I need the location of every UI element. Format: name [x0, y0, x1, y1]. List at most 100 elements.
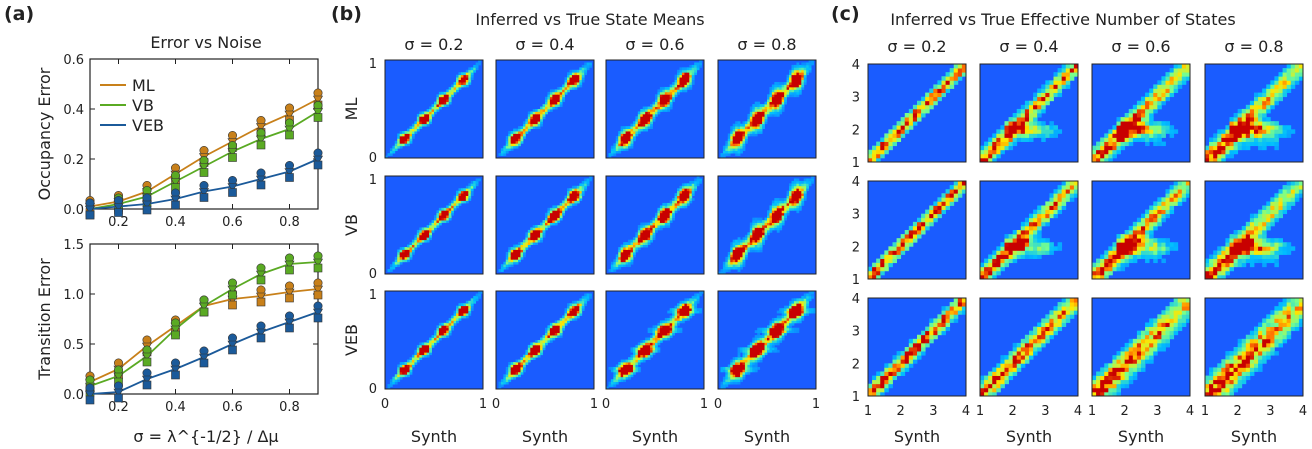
heatmap-cell [414, 359, 418, 363]
heatmap-cell [691, 305, 695, 309]
heatmap-cell [458, 305, 462, 309]
heatmap-cell [1145, 113, 1150, 118]
heatmap-cell [448, 212, 452, 216]
heatmap-cell [801, 295, 805, 299]
heatmap-cell [672, 86, 675, 90]
heatmap-frame [384, 175, 484, 275]
heatmap-cell [757, 342, 761, 346]
heatmap-cell [730, 381, 734, 385]
heatmap-cell [752, 337, 756, 341]
heatmap-cell [1241, 129, 1247, 134]
heatmap-cell [647, 222, 651, 226]
heatmap-cell [735, 131, 738, 134]
heatmap-cell [1245, 145, 1251, 151]
heatmap-cell [679, 74, 683, 78]
heatmap-cell [628, 359, 631, 363]
heatmap-cell [689, 200, 693, 204]
heatmap-cell [686, 69, 690, 73]
heatmap-cell [564, 82, 568, 85]
heatmap-cell [642, 354, 646, 358]
heatmap-cell [571, 188, 575, 192]
heatmap-cell [1290, 64, 1296, 69]
heatmap-cell [776, 106, 780, 110]
heatmap-cell [749, 126, 753, 129]
heatmap-cell [681, 313, 685, 316]
heatmap-cell [392, 148, 396, 152]
heatmap-cell [441, 94, 445, 98]
heatmap-cell [652, 342, 656, 346]
heatmap-cell [767, 335, 770, 338]
heatmap-cell [431, 222, 435, 226]
heatmap-cell [460, 72, 464, 76]
heatmap-cell [744, 352, 748, 356]
heatmap-cell [720, 369, 724, 373]
heatmap-cell [722, 269, 726, 272]
heatmap-cell [635, 116, 639, 120]
heatmap-cell [1254, 96, 1259, 102]
heatmap-cell [416, 354, 420, 358]
heatmap-cell [460, 195, 464, 199]
heatmap-cell [576, 198, 580, 201]
heatmap-cell [385, 155, 388, 159]
heatmap-cell [786, 210, 790, 214]
heatmap-cell [657, 101, 661, 105]
heatmap-cell [1254, 100, 1259, 106]
heatmap-cell [564, 313, 568, 316]
heatmap-cell [1149, 108, 1154, 114]
heatmap-cell [510, 264, 514, 268]
heatmap-cell [1157, 141, 1162, 147]
heatmap-cell [567, 72, 570, 76]
heatmap-cell [1024, 217, 1030, 223]
heatmap-cell [431, 344, 435, 348]
heatmap-cell [796, 193, 800, 196]
heatmap-cell [677, 200, 680, 204]
heatmap-cell [426, 354, 430, 358]
heatmap-cell [426, 352, 430, 356]
heatmap-cell [642, 237, 646, 241]
heatmap-cell [793, 79, 797, 83]
heatmap-cell [419, 344, 423, 348]
heatmap-cell [421, 121, 425, 125]
heatmap-cell [559, 202, 563, 206]
heatmap-cell [453, 198, 457, 201]
heatmap-cell [443, 212, 447, 216]
heatmap-cell [426, 239, 430, 243]
heatmap-cell [798, 200, 802, 204]
heatmap-cell [542, 342, 546, 346]
heatmap-cell [1108, 133, 1113, 138]
heatmap-cell [912, 108, 918, 114]
heatmap-cell [630, 242, 634, 245]
heatmap-cell [470, 193, 474, 196]
heatmap-cell [456, 89, 459, 93]
heatmap-cell [730, 364, 734, 368]
heatmap-cell [801, 198, 805, 201]
heatmap-cell [458, 190, 462, 194]
heatmap-cell [1249, 100, 1255, 106]
heatmap-cell [786, 84, 790, 88]
heatmap-cell [424, 344, 428, 348]
heatmap-cell [620, 145, 624, 149]
heatmap-cell [637, 229, 641, 233]
heatmap-cell [727, 148, 731, 152]
heatmap-cell [576, 72, 580, 76]
heatmap-cell [781, 325, 785, 329]
heatmap-cell [789, 315, 792, 319]
heatmap-cell [1033, 121, 1038, 126]
heatmap-cell [1029, 100, 1034, 106]
heatmap-cell [742, 247, 746, 250]
heatmap-cell [608, 384, 612, 387]
heatmap-cell [1266, 88, 1271, 93]
heatmap-cell [757, 118, 761, 122]
heatmap-cell [564, 315, 568, 319]
heatmap-cell [1033, 113, 1038, 118]
heatmap-cell [880, 270, 885, 276]
heatmap-cell [628, 369, 631, 373]
heatmap-cell [630, 123, 634, 127]
heatmap-cell [451, 202, 454, 206]
heatmap-cell [669, 210, 673, 214]
heatmap-cell [730, 148, 734, 152]
heatmap-cell [500, 379, 504, 383]
heatmap-cell [735, 371, 738, 375]
heatmap-cell [1258, 104, 1263, 110]
heatmap-cell [1073, 189, 1079, 194]
